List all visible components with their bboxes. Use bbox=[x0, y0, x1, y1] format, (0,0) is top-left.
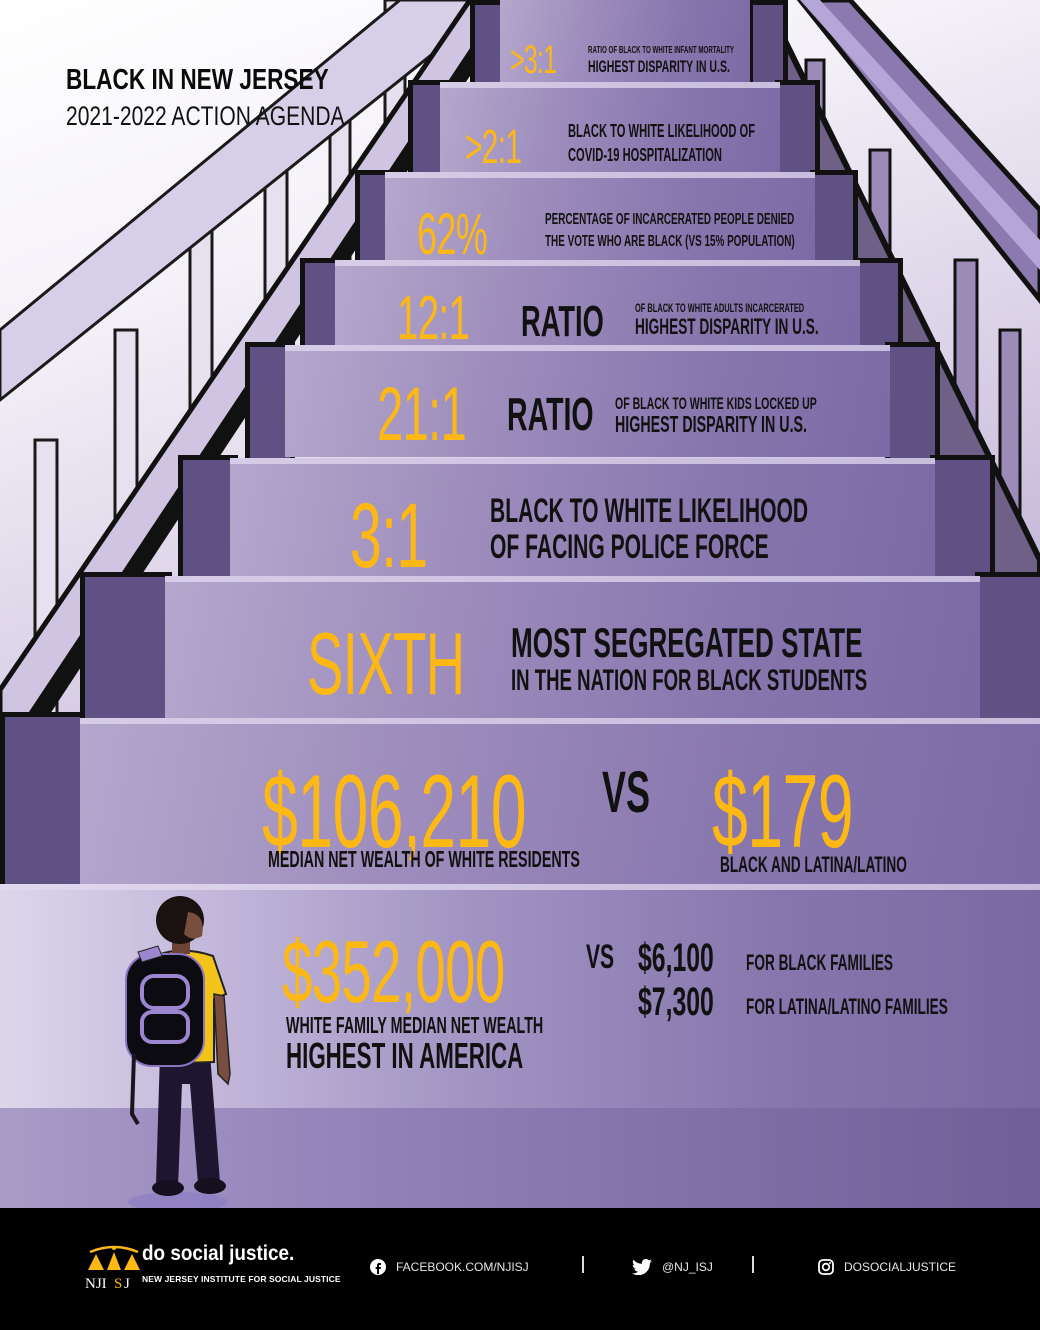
stat-figure: >2:1 bbox=[465, 121, 522, 174]
stat-line: COVID-19 HOSPITALIZATION bbox=[568, 145, 722, 165]
step-median-wealth-residents: $106,210 MEDIAN NET WEALTH OF WHITE RESI… bbox=[80, 718, 1040, 888]
riser bbox=[80, 572, 172, 727]
vs-label: VS bbox=[586, 938, 615, 976]
brand-tagline: do social justice. bbox=[142, 1242, 295, 1265]
facebook-link[interactable]: FACEBOOK.COM/NJISJ bbox=[396, 1260, 529, 1274]
stat-line: BLACK TO WHITE LIKELIHOOD OF bbox=[568, 121, 756, 141]
stat-label: RATIO bbox=[507, 388, 594, 440]
stat-figure-compare: $179 bbox=[712, 754, 854, 870]
page-title: BLACK IN NEW JERSEY bbox=[66, 64, 329, 96]
compare-label: FOR LATINA/LATINO FAMILIES bbox=[746, 994, 948, 1019]
step-police-force: 3:1 BLACK TO WHITE LIKELIHOOD OF FACING … bbox=[230, 458, 935, 587]
step-kids-locked-up: 21:1 RATIO OF BLACK TO WHITE KIDS LOCKED… bbox=[285, 345, 890, 457]
instagram-icon bbox=[818, 1259, 834, 1275]
title-block: BLACK IN NEW JERSEY 2021-2022 ACTION AGE… bbox=[66, 66, 423, 130]
stat-label: RATIO bbox=[521, 297, 604, 346]
riser bbox=[0, 712, 85, 890]
stat-line: MOST SEGREGATED STATE bbox=[511, 619, 863, 666]
stat-line: THE VOTE WHO ARE BLACK (VS 15% POPULATIO… bbox=[545, 233, 795, 250]
step-segregated-state: SIXTH MOST SEGREGATED STATE IN THE NATIO… bbox=[165, 576, 980, 722]
stat-line: OF FACING POLICE FORCE bbox=[490, 528, 769, 566]
social-twitter[interactable]: @NJ_ISJ bbox=[632, 1259, 713, 1275]
riser bbox=[810, 170, 858, 268]
page-subtitle: 2021-2022 ACTION AGENDA bbox=[66, 101, 345, 131]
stat-figure: SIXTH bbox=[307, 614, 465, 713]
svg-text:S: S bbox=[114, 1276, 122, 1292]
stat-figure: $352,000 bbox=[282, 922, 505, 1021]
stat-caption-bold: HIGHEST IN AMERICA bbox=[286, 1035, 524, 1076]
social-facebook[interactable]: FACEBOOK.COM/NJISJ bbox=[370, 1259, 529, 1275]
riser bbox=[930, 455, 995, 583]
instagram-handle[interactable]: DOSOCIALJUSTICE bbox=[844, 1260, 957, 1274]
riser bbox=[975, 572, 1040, 727]
step-denied-vote: 62% PERCENTAGE OF INCARCERATED PEOPLE DE… bbox=[385, 172, 815, 267]
stat-caption-compare: BLACK AND LATINA/LATINO bbox=[720, 852, 907, 877]
facebook-icon bbox=[370, 1259, 386, 1275]
compare-label: FOR BLACK FAMILIES bbox=[746, 950, 894, 975]
stat-line: PERCENTAGE OF INCARCERATED PEOPLE DENIED bbox=[545, 211, 795, 228]
logo-text: NJI bbox=[85, 1276, 107, 1292]
svg-text:J: J bbox=[124, 1276, 130, 1292]
stat-line-small: RATIO OF BLACK TO WHITE INFANT MORTALITY bbox=[588, 45, 735, 56]
stat-figure: 21:1 bbox=[377, 372, 467, 457]
stat-line: HIGHEST DISPARITY IN U.S. bbox=[615, 411, 808, 437]
step-infant-mortality: >3:1 RATIO OF BLACK TO WHITE INFANT MORT… bbox=[500, 0, 750, 86]
divider bbox=[752, 1256, 754, 1273]
riser bbox=[855, 258, 903, 354]
divider bbox=[582, 1256, 584, 1273]
stat-figure: 3:1 bbox=[350, 485, 428, 587]
stat-line: BLACK TO WHITE LIKELIHOOD bbox=[490, 492, 809, 530]
riser bbox=[178, 455, 238, 583]
step-covid-hospitalization: >2:1 BLACK TO WHITE LIKELIHOOD OF COVID-… bbox=[440, 82, 780, 178]
infographic-poster: >3:1 RATIO OF BLACK TO WHITE INFANT MORT… bbox=[0, 0, 1040, 1208]
step-family-wealth: $352,000 WHITE FAMILY MEDIAN NET WEALTH … bbox=[0, 884, 1040, 1110]
social-instagram[interactable]: DOSOCIALJUSTICE bbox=[818, 1259, 956, 1275]
stat-caption: WHITE FAMILY MEDIAN NET WEALTH bbox=[286, 1012, 544, 1038]
njisj-logo: NJI S J bbox=[84, 1244, 144, 1292]
stat-figure: 62% bbox=[417, 202, 488, 267]
twitter-handle[interactable]: @NJ_ISJ bbox=[662, 1260, 713, 1274]
stat-line: OF BLACK TO WHITE KIDS LOCKED UP bbox=[615, 394, 817, 413]
brand-org-name: NEW JERSEY INSTITUTE FOR SOCIAL JUSTICE bbox=[142, 1274, 341, 1284]
boy-illustration bbox=[118, 884, 248, 1208]
compare-amount: $6,100 bbox=[638, 936, 714, 980]
riser bbox=[885, 342, 940, 467]
stat-line-small: OF BLACK TO WHITE ADULTS INCARCERATED bbox=[635, 301, 805, 315]
vs-label: VS bbox=[602, 760, 650, 825]
stat-line: IN THE NATION FOR BLACK STUDENTS bbox=[511, 664, 868, 697]
stat-figure: $106,210 bbox=[262, 754, 527, 870]
twitter-icon bbox=[632, 1259, 652, 1275]
stat-line: HIGHEST DISPARITY IN U.S. bbox=[588, 57, 730, 76]
compare-amount: $7,300 bbox=[638, 980, 714, 1024]
stat-figure: >3:1 bbox=[510, 38, 557, 82]
step-adults-incarcerated: 12:1 RATIO OF BLACK TO WHITE ADULTS INCA… bbox=[335, 260, 860, 350]
stat-caption: MEDIAN NET WEALTH OF WHITE RESIDENTS bbox=[268, 846, 580, 872]
stat-line: HIGHEST DISPARITY IN U.S. bbox=[635, 314, 819, 339]
riser bbox=[775, 80, 820, 180]
footer bbox=[0, 1208, 1040, 1330]
riser bbox=[748, 0, 788, 90]
stat-figure: 12:1 bbox=[397, 284, 470, 353]
